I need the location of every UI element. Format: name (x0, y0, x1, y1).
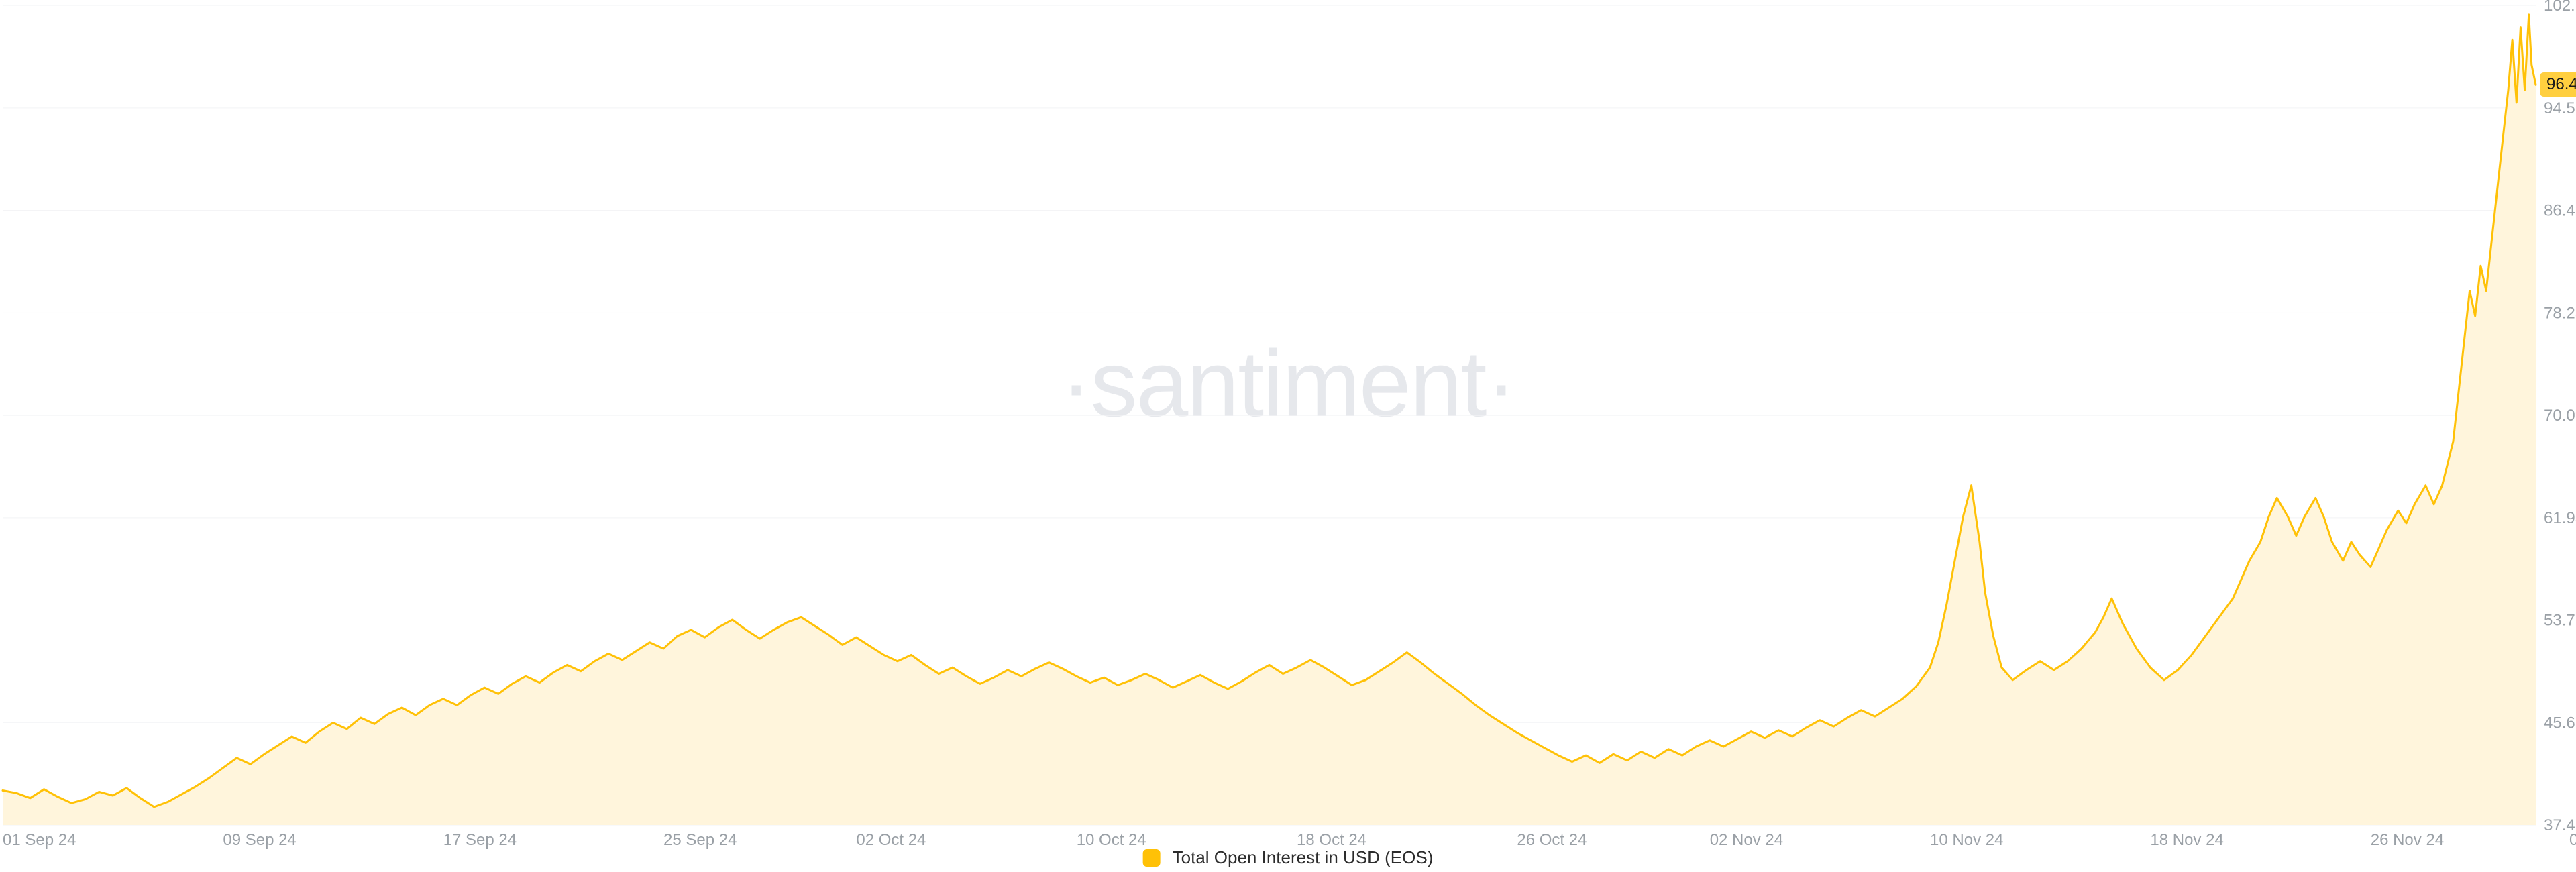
y-tick-label: 45.61M (2544, 714, 2576, 732)
x-tick-label: 18 Oct 24 (1297, 831, 1366, 849)
x-tick-label: 02 Dec 24 (2569, 831, 2576, 849)
y-tick-label: 78.25M (2544, 304, 2576, 322)
current-value-badge: 96.42M (2540, 72, 2576, 97)
y-tick-label: 61.93M (2544, 509, 2576, 527)
y-tick-label: 86.41M (2544, 202, 2576, 220)
chart-container: ·santiment· 102.74M94.57M86.41M78.25M70.… (0, 0, 2576, 872)
x-tick-label: 25 Sep 24 (663, 831, 737, 849)
x-tick-label: 09 Sep 24 (223, 831, 296, 849)
y-tick-label: 94.57M (2544, 99, 2576, 117)
x-tick-label: 10 Oct 24 (1077, 831, 1146, 849)
y-tick-label: 102.74M (2544, 0, 2576, 15)
x-tick-label: 10 Nov 24 (1930, 831, 2003, 849)
legend: Total Open Interest in USD (EOS) (1143, 847, 1434, 868)
x-tick-label: 26 Nov 24 (2371, 831, 2444, 849)
legend-label: Total Open Interest in USD (EOS) (1173, 847, 1434, 868)
chart-svg[interactable]: 102.74M 94.57M 86.41M 78.25M 70.09M 61.93M 53.… (0, 0, 2576, 872)
current-value-text: 96.42M (2546, 75, 2576, 93)
legend-swatch (1143, 849, 1161, 867)
x-tick-label: 26 Oct 24 (1517, 831, 1587, 849)
series-area (3, 15, 2536, 825)
x-tick-label: 17 Sep 24 (443, 831, 517, 849)
x-tick-label: 01 Sep 24 (3, 831, 76, 849)
x-tick-label: 02 Nov 24 (1710, 831, 1783, 849)
x-tick-label: 18 Nov 24 (2150, 831, 2223, 849)
y-tick-label: 70.09M (2544, 406, 2576, 425)
x-tick-label: 02 Oct 24 (856, 831, 926, 849)
y-tick-label: 53.77M (2544, 612, 2576, 630)
